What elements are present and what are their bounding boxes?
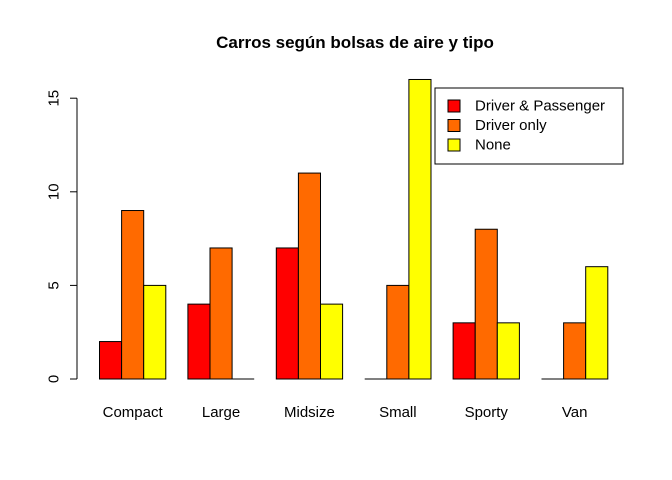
bar (563, 322, 587, 380)
bar (585, 266, 609, 380)
category-label: Small (379, 404, 417, 421)
bar (474, 228, 498, 380)
legend-label: Driver only (475, 117, 547, 134)
bar (121, 210, 145, 380)
legend-swatch (447, 119, 461, 132)
bar (187, 303, 211, 380)
legend-swatch (447, 99, 461, 113)
bar (386, 284, 410, 380)
category-label: Van (562, 404, 588, 421)
category-label: Midsize (284, 404, 335, 421)
bar (496, 322, 520, 380)
legend-label: None (475, 137, 511, 154)
legend: Driver & Passenger Driver only None (434, 87, 624, 165)
category-label: Sporty (465, 404, 509, 421)
category-label: Large (202, 404, 240, 421)
bar (408, 78, 432, 380)
bar (297, 172, 321, 380)
category-label: Compact (103, 404, 164, 421)
legend-label: Driver & Passenger (475, 98, 605, 115)
y-axis: 0 5 10 15 (46, 90, 77, 383)
y-tick-label: 15 (46, 90, 63, 107)
y-tick-label: 5 (46, 281, 63, 289)
chart-title: Carros según bolsas de aire y tipo (216, 33, 494, 52)
bar (99, 341, 123, 380)
bar (320, 303, 344, 380)
y-tick-label: 10 (46, 183, 63, 200)
bar (209, 247, 233, 380)
bar (452, 322, 476, 380)
legend-swatch (447, 138, 461, 152)
bars-group (99, 78, 609, 380)
legend-box (434, 87, 624, 165)
y-tick-label: 0 (46, 375, 63, 383)
bar (275, 247, 299, 380)
bar (143, 284, 167, 380)
x-axis-labels: Compact Large Midsize Small Sporty Van (103, 404, 588, 421)
